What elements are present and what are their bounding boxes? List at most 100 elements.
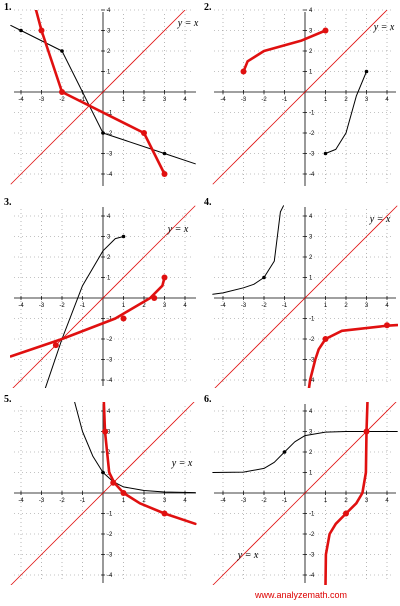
panel-4-x-tick-label: -4 <box>220 303 226 309</box>
panel-2-x-tick-label: -3 <box>241 97 247 103</box>
panel-2-y-tick-label: -1 <box>309 111 315 117</box>
panel-3-x-tick-label: -3 <box>39 303 45 309</box>
panel-6-label: 6. <box>204 394 212 405</box>
panel-6-inverse-point <box>343 510 349 517</box>
panel-1-label: 1. <box>4 2 12 13</box>
panel-1-y-tick-label: -4 <box>107 172 113 178</box>
panel-4-x-tick-label: 1 <box>324 303 328 309</box>
panel-3-y-tick-label: -2 <box>107 337 113 343</box>
panel-3-y-tick-label: 4 <box>107 214 111 220</box>
panel-4-inverse-point <box>384 322 390 329</box>
panel-2-y-tick-label: 1 <box>309 70 313 76</box>
panel-6-y-tick-label: 4 <box>309 409 313 415</box>
panel-5-x-tick-label: 1 <box>122 498 126 504</box>
panel-4-identity-line <box>214 205 398 388</box>
panel-4-y-tick-label: -3 <box>309 358 315 364</box>
panel-3-x-tick-label: 2 <box>142 303 146 309</box>
panel-2-x-tick-label: 1 <box>324 97 328 103</box>
panel-3-inverse-point <box>52 342 59 349</box>
panel-6-y-tick-label: 2 <box>309 450 313 456</box>
panel-2-y-tick-label: -2 <box>309 131 315 137</box>
panel-2-x-tick-label: 3 <box>365 97 369 103</box>
panel-5-inverse-point <box>120 490 127 496</box>
panel-1-inverse-point <box>38 27 45 34</box>
panel-1-x-tick-label: -2 <box>59 97 65 103</box>
panel-1-x-tick-label: -4 <box>18 97 24 103</box>
panel-5-identity-line <box>10 402 195 585</box>
panel-5-x-tick-label: -2 <box>59 498 65 504</box>
panel-3-graph-curve <box>44 236 124 388</box>
panel-1-inverse-point <box>141 130 147 136</box>
panel-5-label: 5. <box>4 394 12 405</box>
panel-1-inverse-point <box>161 171 168 177</box>
panel-4-y-tick-label: 2 <box>309 255 313 261</box>
panel-4-y-tick-label: 3 <box>309 235 313 241</box>
panel-2-x-tick-label: 4 <box>385 97 389 103</box>
panel-2-y-tick-label: 2 <box>309 49 313 55</box>
panel-4-y-tick-label: -4 <box>309 378 315 384</box>
panel-1-x-tick-label: 1 <box>122 97 126 103</box>
panel-4-y-tick-label: -1 <box>309 317 315 323</box>
panel-1-y-tick-label: 3 <box>107 29 111 35</box>
panel-2-inverse-point <box>322 27 329 34</box>
panel-3-identity-line <box>12 205 196 388</box>
panel-3-identity-label: y = x <box>167 224 189 235</box>
panel-5-y-tick-label: 2 <box>107 450 111 456</box>
panel-3-x-tick-label: -1 <box>80 303 86 309</box>
panel-4-y-tick-label: -2 <box>309 337 315 343</box>
panel-6-x-tick-label: 2 <box>344 498 348 504</box>
panel-4-y-tick-label: 4 <box>309 214 313 220</box>
panel-4-identity-label: y = x <box>369 214 391 225</box>
panel-3-x-tick-label: -4 <box>18 303 24 309</box>
panel-6-y-tick-label: 3 <box>309 430 313 436</box>
panel-1-y-tick-label: 1 <box>107 70 111 76</box>
panel-5-y-tick-label: 3 <box>107 430 111 436</box>
panel-1-x-tick-label: 4 <box>183 97 187 103</box>
panel-4-x-tick-label: -2 <box>261 303 267 309</box>
panel-4-graph-point <box>262 275 266 280</box>
panel-4-inverse-curve <box>307 323 398 388</box>
website-credit[interactable]: www.analyzemath.com <box>255 590 348 600</box>
panel-1-graph-point <box>101 131 105 135</box>
panel-1-graph-point <box>60 49 64 53</box>
panel-5-inverse-point <box>161 510 168 517</box>
panel-3-inverse-point <box>120 315 127 322</box>
panel-4-label: 4. <box>204 197 212 208</box>
panel-5-identity-label: y = x <box>171 458 193 469</box>
panel-5-y-tick-label: 4 <box>107 409 111 415</box>
panel-3-y-tick-label: 2 <box>107 255 111 261</box>
panel-2-inverse-point <box>240 68 247 75</box>
panel-6-inverse-curve <box>324 402 369 585</box>
panel-2-y-tick-label: -4 <box>309 172 315 178</box>
panel-5-y-tick-label: -3 <box>107 553 113 559</box>
panel-4-inverse-point <box>322 336 329 342</box>
panel-2-y-tick-label: 4 <box>309 8 313 14</box>
panel-5-inverse-point <box>110 479 117 486</box>
panel-5-y-tick-label: -2 <box>107 532 113 538</box>
panel-2-graph-curve <box>325 71 367 154</box>
panel-2-x-tick-label: -2 <box>261 97 267 103</box>
panel-2-x-tick-label: -4 <box>220 97 226 103</box>
panel-6-x-tick-label: -3 <box>241 498 247 504</box>
panel-6-y-tick-label: -4 <box>309 573 315 579</box>
panel-1-y-tick-label: -1 <box>107 111 113 117</box>
panel-2-identity-label: y = x <box>373 22 395 33</box>
panel-4-x-tick-label: 3 <box>365 303 369 309</box>
panel-3-label: 3. <box>4 197 12 208</box>
panel-1-x-tick-label: -3 <box>39 97 45 103</box>
panel-3-inverse-point <box>161 274 168 281</box>
panel-4-x-tick-label: 4 <box>385 303 389 309</box>
panel-6-graph-point <box>282 450 287 454</box>
panel-5-y-tick-label: -1 <box>107 512 113 518</box>
panel-5-x-tick-label: -1 <box>80 498 86 504</box>
panel-1-inverse-point <box>59 89 65 95</box>
panel-1-x-tick-label: 2 <box>142 97 146 103</box>
panel-3-x-tick-label: 1 <box>122 303 126 309</box>
panel-3-y-tick-label: 3 <box>107 235 111 241</box>
panel-1-y-tick-label: -3 <box>107 152 113 158</box>
panel-4-graph-curve <box>212 205 284 295</box>
panel-2-y-tick-label: -3 <box>309 152 315 158</box>
panel-2-graph-point <box>364 69 369 74</box>
panel-5-x-tick-label: 2 <box>142 498 146 504</box>
